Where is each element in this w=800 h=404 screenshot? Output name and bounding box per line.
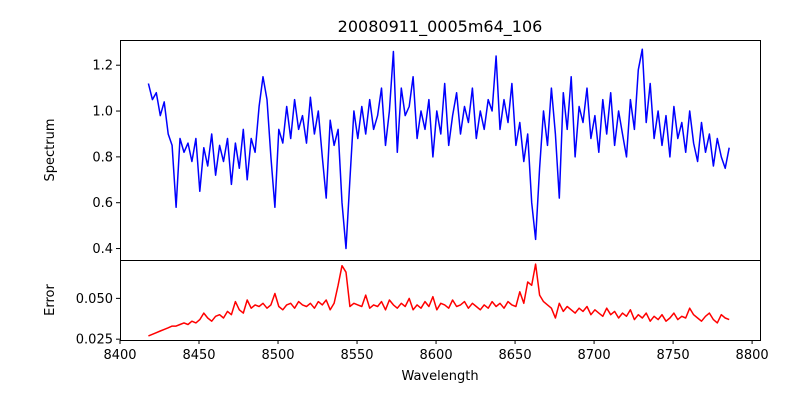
spectrum-y-label: Spectrum [43,119,58,182]
spectrum-y-tick-label: 0.6 [92,196,113,211]
spectrum-y-tick-label: 1.2 [92,59,113,74]
error-x-tick-label: 8450 [182,348,215,363]
spectrum-y-tick-label: 0.4 [92,242,113,257]
error-x-tick-label: 8800 [736,348,769,363]
error-x-tick-label: 8750 [657,348,690,363]
error-x-tick-label: 8500 [261,348,294,363]
spectrum-axes-frame [120,40,761,261]
error-y-label: Error [43,284,58,316]
error-y-tick-label: 0.025 [76,333,113,348]
error-axes-frame [120,260,761,341]
spectrum-plot: 0.4 0.6 0.8 1.0 1.2 [92,48,730,257]
error-y-tick-label: 0.050 [76,292,113,307]
error-x-tick-label: 8650 [499,348,532,363]
x-axis-label: Wavelength [401,369,478,384]
error-series-line [148,263,730,337]
spectrum-y-tick-label: 1.0 [92,105,113,120]
spectrum-y-tick-label: 0.8 [92,150,113,165]
error-x-tick-label: 8600 [420,348,453,363]
error-x-tick-label: 8550 [340,348,373,363]
chart-title: 20080911_0005m64_106 [338,17,543,37]
error-x-tick-label: 8400 [103,348,136,363]
error-plot: 0.025 0.050 8400 8450 8500 8550 8600 8650 8700 87… [76,263,769,363]
spectrum-series-line [147,48,730,250]
error-x-tick-label: 8700 [578,348,611,363]
